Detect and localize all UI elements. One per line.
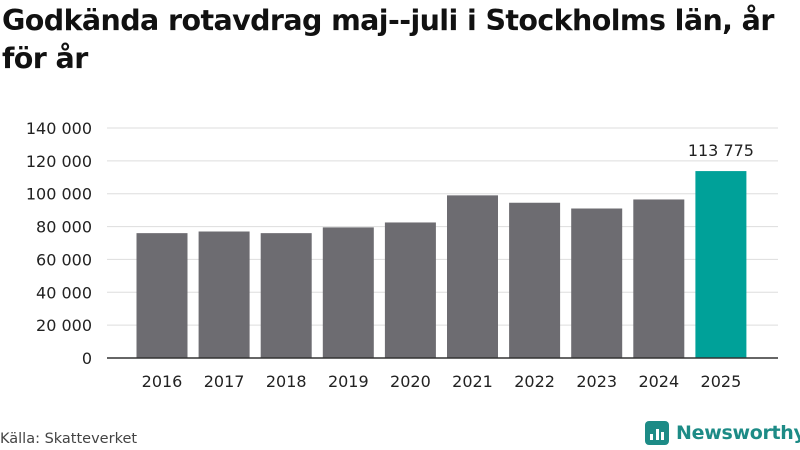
y-tick-label: 140 000 [26, 119, 92, 138]
x-tick-label: 2025 [701, 372, 742, 391]
bar-2025 [695, 171, 747, 358]
chart-title: Godkända rotavdrag maj--juli i Stockholm… [2, 4, 774, 75]
y-tick-label: 100 000 [26, 185, 92, 204]
x-tick-label: 2020 [390, 372, 431, 391]
x-tick-label: 2022 [514, 372, 555, 391]
data-labels: 113 775 [688, 141, 754, 160]
x-tick-label: 2016 [142, 372, 183, 391]
x-tick-label: 2019 [328, 372, 369, 391]
bar-chart: 0 20 000 40 000 60 000 80 000 100 000 120 000 1… [26, 119, 778, 391]
bar-chart-logo-icon [645, 421, 669, 445]
bar-2020 [384, 222, 436, 358]
bar-value-label: 113 775 [688, 141, 754, 160]
brand-logo: Newsworthy [645, 421, 800, 445]
y-tick-label: 80 000 [36, 218, 92, 237]
x-tick-label: 2017 [204, 372, 245, 391]
bar-2019 [322, 227, 374, 358]
y-tick-label: 20 000 [36, 316, 92, 335]
bar-2017 [198, 231, 250, 358]
bars [136, 171, 747, 358]
brand-name: Newsworthy [676, 422, 800, 444]
x-axis-tick-labels: 2016 2017 2018 2019 2020 2021 2022 2023 2024 2025 [142, 372, 742, 391]
x-tick-label: 2018 [266, 372, 307, 391]
y-tick-label: 60 000 [36, 250, 92, 269]
y-tick-label: 120 000 [26, 152, 92, 171]
bar-2016 [136, 233, 188, 358]
bar-2022 [509, 202, 561, 358]
y-axis-tick-labels: 0 20 000 40 000 60 000 80 000 100 000 120 000 1… [26, 119, 92, 368]
x-tick-label: 2023 [576, 372, 617, 391]
bar-2018 [260, 233, 312, 358]
x-tick-label: 2021 [452, 372, 493, 391]
x-tick-label: 2024 [638, 372, 679, 391]
bar-2023 [571, 208, 623, 358]
bar-2021 [447, 195, 498, 358]
y-tick-label: 0 [82, 349, 92, 368]
bar-2024 [633, 199, 685, 358]
source-note: Källa: Skatteverket [0, 431, 138, 447]
y-tick-label: 40 000 [36, 283, 92, 302]
